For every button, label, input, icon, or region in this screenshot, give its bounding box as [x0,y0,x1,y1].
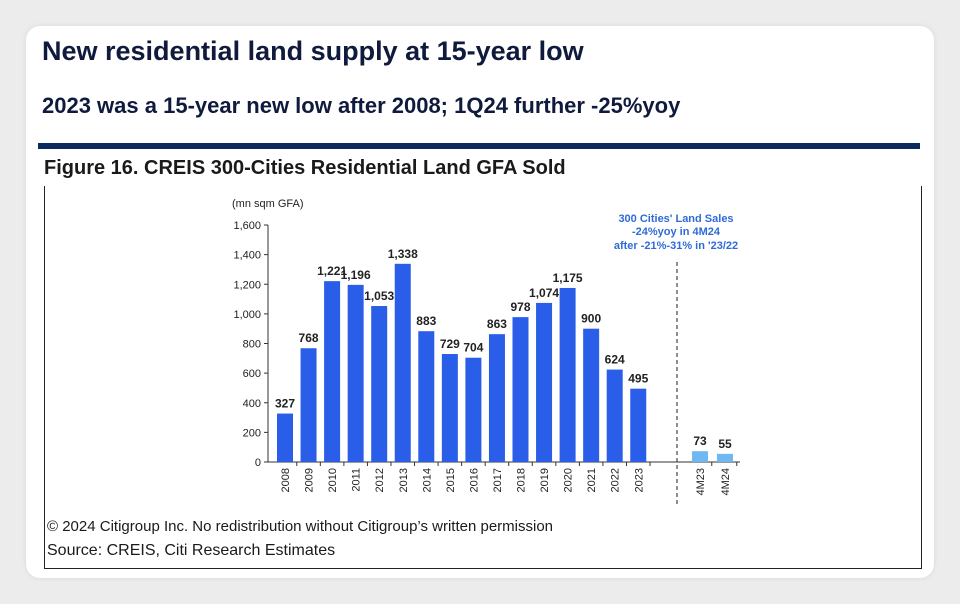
y-tick-label: 800 [243,339,261,351]
data-label-2022: 624 [605,353,625,367]
chart-frame [44,186,922,569]
data-label-2015: 729 [440,337,460,351]
y-tick-label: 1,200 [233,279,261,291]
bar-4M24 [717,453,733,462]
x-tick-label-2020: 2020 [563,468,575,492]
page-title: New residential land supply at 15-year l… [42,36,584,66]
bar-2017 [488,334,505,462]
bar-2020 [559,287,576,462]
bar-2010 [324,281,341,462]
x-tick-label-2012: 2012 [374,468,386,492]
x-tick-label-2013: 2013 [398,468,410,492]
bar-2012 [371,306,388,462]
x-tick-label-2022: 2022 [610,468,622,492]
y-tick-label: 1,000 [233,309,261,321]
x-tick-label-2009: 2009 [304,468,316,492]
data-label-2021: 900 [581,312,601,326]
bar-2022 [606,369,623,462]
page-subtitle: 2023 was a 15-year new low after 2008; 1… [42,93,681,118]
x-tick-label-2008: 2008 [280,468,292,492]
data-label-2008: 327 [275,397,295,411]
y-tick-label: 1,600 [233,220,261,232]
x-tick-label-2019: 2019 [539,468,551,492]
figure-title: Figure 16. CREIS 300-Cities Residential … [44,157,566,179]
bar-2008 [277,413,293,462]
bar-2011 [347,284,364,462]
y-tick-label: 600 [243,368,261,380]
data-label-2011: 1,196 [341,268,371,282]
y-tick-label: 0 [255,457,261,469]
bar-2013 [394,263,411,462]
data-label-2016: 704 [463,341,483,355]
bar-2023 [630,388,647,462]
x-tick-label-4M23: 4M23 [695,468,707,496]
x-tick-label-2018: 2018 [516,468,528,492]
x-tick-label-2011: 2011 [351,468,363,492]
bar-2014 [418,331,435,462]
y-tick-label: 200 [243,427,261,439]
bar-2016 [465,357,482,462]
data-label-2023: 495 [628,372,648,386]
x-tick-label-2014: 2014 [421,468,433,492]
data-label-2013: 1,338 [388,247,418,261]
data-label-2009: 768 [299,331,319,345]
data-label-2012: 1,053 [364,289,394,303]
bar-2021 [583,328,600,462]
x-tick-label-2010: 2010 [327,468,339,492]
annotation-line-3: after -21%-31% in '23/22 [614,240,738,252]
y-tick-label: 400 [243,398,261,410]
data-label-2020: 1,175 [553,271,583,285]
bar-2015 [441,354,458,462]
data-label-2019: 1,074 [529,286,559,300]
data-label-2014: 883 [416,314,436,328]
x-tick-label-4M24: 4M24 [720,468,732,496]
divider-rule [38,143,920,149]
x-tick-label-2017: 2017 [492,468,504,492]
bar-2019 [536,302,553,462]
source-note: Source: CREIS, Citi Research Estimates [47,542,336,559]
x-tick-label-2023: 2023 [633,468,645,492]
bar-2009 [300,348,317,462]
x-tick-label-2021: 2021 [586,468,598,492]
annotation-line-1: 300 Cities' Land Sales [618,213,733,225]
data-label-2018: 978 [510,300,530,314]
y-unit-label: (mn sqm GFA) [232,198,304,210]
data-label-4M24: 55 [718,437,732,451]
content-card [26,26,934,578]
bar-2018 [512,317,529,462]
copyright-note: © 2024 Citigroup Inc. No redistribution … [47,518,554,535]
annotation-line-2: -24%yoy in 4M24 [632,226,721,238]
data-label-4M23: 73 [693,434,707,448]
data-label-2010: 1,221 [317,264,347,278]
x-tick-label-2015: 2015 [445,468,457,492]
data-label-2017: 863 [487,317,507,331]
y-tick-label: 1,400 [233,250,261,262]
x-tick-label-2016: 2016 [468,468,480,492]
bar-4M23 [692,451,708,462]
